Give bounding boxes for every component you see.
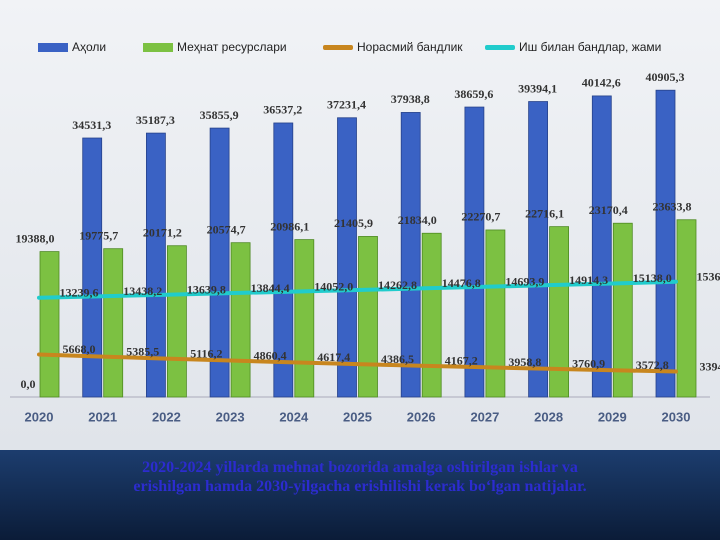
bar	[209, 127, 230, 398]
legend-swatch	[323, 45, 353, 50]
legend-swatch	[143, 43, 173, 52]
data-label: 3760,9	[572, 357, 605, 371]
data-label: 13639,8	[187, 282, 226, 296]
data-label: 5385,5	[126, 344, 159, 358]
data-label: 21405,9	[334, 216, 373, 230]
legend-swatch	[485, 45, 515, 50]
data-label: 14052,0	[314, 279, 353, 293]
data-label: 37938,8	[391, 92, 430, 106]
data-label: 14476,8	[442, 276, 481, 290]
data-label: 13438,2	[123, 284, 162, 298]
data-label: 4617,4	[317, 350, 350, 364]
data-label: 4167,2	[445, 353, 478, 367]
data-label: 4386,5	[381, 352, 414, 366]
data-label: 39394,1	[518, 81, 557, 95]
data-label: 35855,9	[200, 108, 239, 122]
bar	[400, 112, 421, 398]
bar	[230, 242, 251, 398]
x-tick-label: 2030	[662, 409, 691, 424]
bar	[294, 239, 315, 398]
data-label: 34531,3	[72, 118, 111, 132]
data-label: 20171,2	[143, 225, 182, 239]
data-label: 37231,4	[327, 98, 366, 112]
data-label: 36537,2	[263, 103, 302, 117]
legend-swatch	[38, 43, 68, 52]
data-label: 20574,7	[207, 222, 246, 236]
legend-label: Аҳоли	[72, 40, 106, 54]
x-tick-label: 2028	[534, 409, 563, 424]
bar	[273, 122, 294, 398]
data-label: 14262,8	[378, 278, 417, 292]
data-label: 3572,8	[636, 358, 669, 372]
legend-label: Норасмий бандлик	[357, 40, 463, 54]
data-label: 14693,9	[505, 275, 544, 289]
caption: 2020-2024 yillarda mehnat bozorida amalg…	[133, 459, 587, 495]
legend-label: Меҳнат ресурслари	[177, 40, 287, 54]
data-label: 23633,8	[653, 199, 692, 213]
bar	[421, 232, 442, 398]
bar	[549, 226, 569, 398]
data-label: 3958,8	[508, 355, 541, 369]
x-tick-label: 2027	[470, 409, 499, 424]
data-label: 13239,6	[60, 285, 99, 299]
x-tick-label: 2029	[598, 409, 627, 424]
x-tick-label: 2024	[279, 409, 309, 424]
data-label: 38659,6	[454, 87, 493, 101]
data-label: 15138,0	[633, 271, 672, 285]
data-label: 13844,4	[251, 281, 290, 295]
data-label: 40142,6	[582, 76, 621, 90]
x-tick-label: 2020	[25, 409, 54, 424]
data-label: 22270,7	[461, 210, 500, 224]
x-tick-label: 2023	[216, 409, 245, 424]
x-tick-label: 2022	[152, 409, 181, 424]
data-label: 4860,4	[254, 348, 287, 362]
bar	[528, 101, 548, 398]
data-label: 40905,3	[646, 70, 685, 84]
bar	[358, 236, 378, 398]
data-label: 22716,1	[525, 206, 564, 220]
bar	[103, 248, 124, 398]
bar	[337, 117, 357, 398]
bar	[485, 229, 506, 398]
x-tick-label: 2025	[343, 409, 372, 424]
data-label: 19775,7	[79, 228, 118, 242]
bar	[591, 95, 612, 398]
data-label: 21834,0	[398, 213, 437, 227]
line	[37, 352, 678, 374]
data-label: 35187,3	[136, 113, 175, 127]
data-label: 5668,0	[63, 342, 96, 356]
data-label: 20986,1	[270, 219, 309, 233]
data-label: 15365,1	[697, 270, 720, 284]
bar	[82, 137, 103, 398]
bar	[464, 106, 485, 398]
legend-label: Иш билан бандлар, жами	[519, 40, 661, 54]
bar	[145, 132, 166, 398]
data-label: 14914,3	[569, 273, 608, 287]
data-label: 5116,2	[190, 346, 222, 360]
data-label: 0,0	[21, 377, 36, 391]
footer-band	[0, 450, 720, 540]
x-tick-label: 2026	[407, 409, 436, 424]
bar	[676, 219, 697, 398]
bar	[166, 245, 187, 398]
data-label: 23170,4	[589, 203, 628, 217]
bar	[655, 89, 676, 398]
data-label: 3394,2	[700, 359, 720, 373]
data-label: 19388,0	[16, 231, 55, 245]
line	[37, 279, 678, 300]
x-tick-label: 2021	[88, 409, 117, 424]
bar	[612, 222, 633, 398]
bar	[39, 251, 60, 398]
